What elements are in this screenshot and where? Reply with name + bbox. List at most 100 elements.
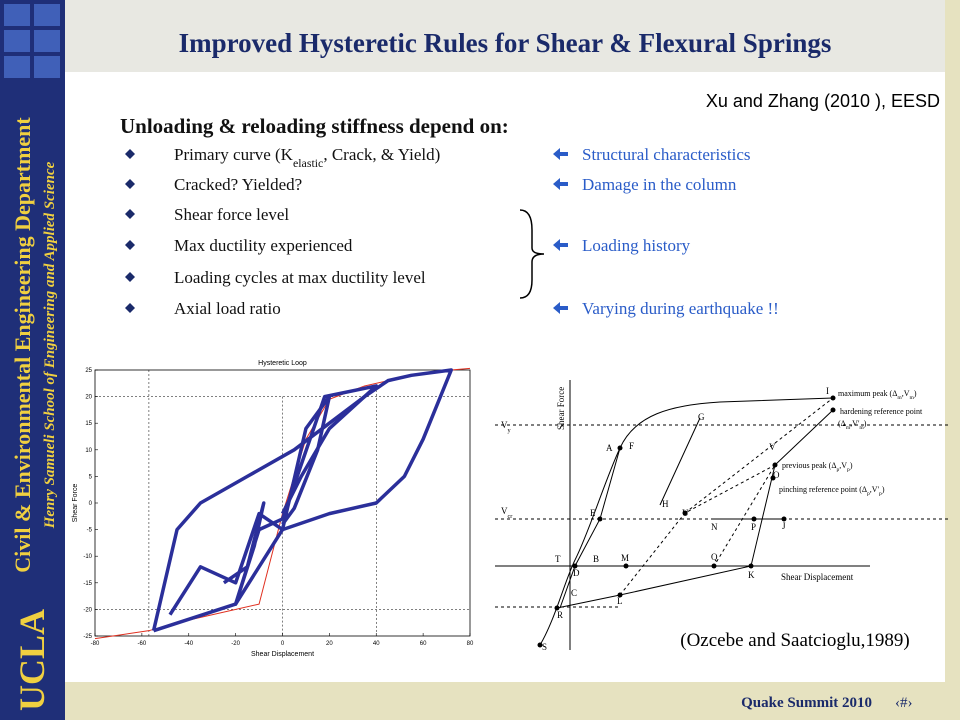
y-tick-label: 5 — [89, 474, 93, 480]
bullet-note: Damage in the column — [582, 175, 737, 194]
y-tick-label: 0 — [89, 501, 93, 507]
sidebar-blocks — [4, 4, 60, 78]
point-label: N — [711, 522, 718, 532]
bullet-text: Cracked? Yielded? — [174, 175, 302, 194]
bullet-text-part: Loading cycles at max ductility level — [174, 268, 426, 287]
university: UCLA — [12, 609, 52, 711]
vcr-label-part: V — [501, 506, 508, 516]
point-label: F — [629, 441, 634, 451]
point-label: U — [682, 508, 689, 518]
point-label: G — [698, 412, 705, 422]
note-arrow — [553, 239, 568, 251]
bullet-text: Max ductility experienced — [174, 236, 353, 255]
bullet-marker — [125, 209, 135, 219]
point-label: J — [782, 521, 786, 531]
annotation-part: p — [879, 491, 882, 497]
note-arrow — [553, 178, 568, 190]
series-line — [168, 394, 332, 616]
sidebar — [0, 0, 65, 720]
brace — [519, 209, 545, 299]
point-label: T — [555, 554, 561, 564]
annotation-part: ) — [864, 419, 867, 428]
diagram-line — [659, 417, 701, 506]
vcr-label: Vcr — [501, 506, 513, 520]
diagram-point — [751, 516, 757, 522]
y-tick-label: 10 — [85, 448, 92, 454]
y-axis-label: Shear Force — [72, 484, 79, 523]
y-tick-label: 15 — [85, 421, 92, 427]
diagram-point — [572, 563, 578, 569]
vy-label-part: V — [501, 420, 508, 430]
diagram-point — [748, 563, 754, 569]
x-tick-label: -40 — [184, 641, 193, 647]
diagram-point — [554, 605, 560, 611]
bullet-marker — [125, 272, 135, 282]
bullet-marker — [125, 303, 135, 313]
x-axis-label: Shear Displacement — [251, 651, 314, 658]
footer-event: Quake Summit 2010 — [741, 695, 872, 711]
point-label: M — [621, 553, 629, 563]
bullet-text: Primary curve (Kelastic, Crack, & Yield) — [174, 145, 440, 170]
annotation-part: ,V' — [850, 419, 860, 428]
series-line — [151, 368, 453, 633]
y-tick-label: 25 — [85, 368, 92, 374]
diagram-point — [772, 462, 778, 468]
annotation-part: p — [836, 467, 839, 473]
diagram-point — [711, 563, 717, 569]
y-tick-label: -25 — [83, 634, 92, 640]
bullet-note: Loading history — [582, 236, 691, 255]
note-arrow — [553, 148, 568, 160]
diagram-citation: (Ozcebe and Saatcioglu,1989) — [680, 630, 910, 651]
heading: Unloading & reloading stiffness depend o… — [120, 114, 509, 138]
bullet-text-part: Shear force level — [174, 205, 289, 224]
bullet-text-part: Cracked? Yielded? — [174, 175, 302, 194]
point-label: L — [617, 596, 623, 606]
point-label: S — [542, 642, 547, 652]
annotation: pinching reference point (Δp,V'p) — [779, 485, 885, 497]
x-tick-label: 80 — [467, 641, 474, 647]
point-label: P — [751, 522, 756, 532]
diagram-line — [539, 397, 834, 646]
y-tick-label: -5 — [87, 528, 93, 534]
x-tick-label: -60 — [138, 641, 147, 647]
annotation-part: ,V' — [870, 485, 880, 494]
chart-title: Hysteretic Loop — [258, 360, 307, 367]
bullet-marker — [125, 149, 135, 159]
vy-label-part: y — [508, 427, 512, 434]
note-arrow — [553, 302, 568, 314]
citation: Xu and Zhang (2010 ), EESD — [706, 91, 940, 111]
annotation-part: ,V — [839, 461, 847, 470]
title-bar — [65, 0, 945, 72]
annotation-part: ,V — [902, 389, 910, 398]
diagram-line — [575, 464, 776, 567]
diagram-point — [830, 407, 836, 413]
bullet-text-part: Primary curve (K — [174, 145, 294, 164]
x-tick-label: 20 — [326, 641, 333, 647]
diagram-y-label: Shear Force — [556, 387, 566, 430]
x-tick-label: 60 — [420, 641, 427, 647]
point-label: K — [748, 570, 755, 580]
footer-bar — [65, 682, 945, 720]
y-tick-label: -10 — [83, 554, 92, 560]
annotation: (Δm,V'm) — [838, 419, 867, 431]
slide-title: Improved Hysteretic Rules for Shear & Fl… — [179, 28, 832, 58]
annotation-part: p — [847, 467, 850, 473]
x-tick-label: -80 — [91, 641, 100, 647]
annotation-part: hardening reference point — [840, 407, 923, 416]
annotation: previous peak (Δp,Vp) — [782, 461, 853, 473]
annotation-part: previous peak (Δ — [782, 461, 836, 470]
bullet-text-part: , Crack, & Yield) — [323, 145, 440, 164]
diagram-x-label: Shear Displacement — [781, 572, 854, 582]
y-tick-label: 20 — [85, 395, 92, 401]
diagram-point — [617, 445, 623, 451]
bullet-text-part: elastic — [293, 156, 323, 170]
bullet-text: Axial load ratio — [174, 299, 281, 318]
annotation-part: pinching reference point (Δ — [779, 485, 867, 494]
point-label: B — [593, 554, 599, 564]
point-label: I — [826, 386, 829, 396]
x-tick-label: -20 — [231, 641, 240, 647]
vy-label: Vy — [501, 420, 512, 434]
point-label: V — [769, 442, 776, 452]
bullet-note: Varying during earthquake !! — [582, 299, 779, 318]
